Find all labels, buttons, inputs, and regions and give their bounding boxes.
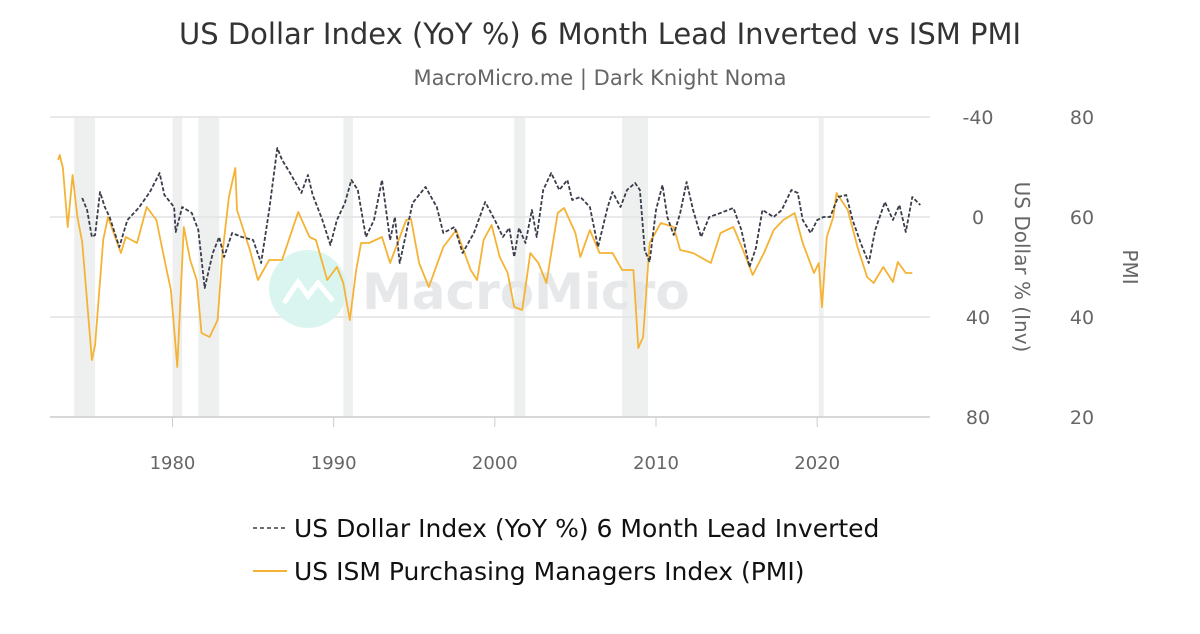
x-tick-label: 1980 bbox=[150, 453, 196, 474]
right-tick-label: 60 bbox=[1070, 207, 1094, 229]
right-tick-label: 80 bbox=[1070, 107, 1094, 129]
legend-label-pmi: US ISM Purchasing Managers Index (PMI) bbox=[294, 557, 804, 586]
legend-label-dollar: US Dollar Index (YoY %) 6 Month Lead Inv… bbox=[294, 514, 879, 543]
x-tick-label: 1990 bbox=[311, 453, 357, 474]
legend-item-dollar[interactable]: US Dollar Index (YoY %) 6 Month Lead Inv… bbox=[253, 514, 879, 543]
left-tick-label: -40 bbox=[962, 107, 993, 129]
recession-band bbox=[343, 117, 354, 417]
left-axis-label: US Dollar % (Inv) bbox=[1010, 182, 1034, 353]
x-axis: 1980 1990 2000 2010 2020 bbox=[150, 417, 840, 474]
watermark-logo-mark bbox=[281, 277, 335, 305]
right-axis: 80 60 40 20 bbox=[1070, 107, 1094, 429]
watermark-logo: MacroMicro bbox=[269, 250, 690, 328]
right-tick-label: 20 bbox=[1070, 407, 1094, 429]
right-axis-label: PMI bbox=[1118, 249, 1142, 284]
x-tick-label: 2000 bbox=[472, 453, 518, 474]
chart-title: US Dollar Index (YoY %) 6 Month Lead Inv… bbox=[179, 17, 1021, 51]
recession-band bbox=[172, 117, 183, 417]
watermark-text: MacroMicro bbox=[362, 263, 690, 321]
legend: US Dollar Index (YoY %) 6 Month Lead Inv… bbox=[253, 514, 879, 586]
left-axis: -40 0 40 80 bbox=[962, 107, 993, 429]
recession-band bbox=[818, 117, 824, 417]
legend-item-pmi[interactable]: US ISM Purchasing Managers Index (PMI) bbox=[253, 557, 804, 586]
x-tick-label: 2020 bbox=[794, 453, 840, 474]
watermark-logo-circle bbox=[269, 250, 347, 328]
x-tick-label: 2010 bbox=[633, 453, 679, 474]
series-line-pmi bbox=[57, 154, 913, 368]
recession-band bbox=[622, 117, 648, 417]
recession-band bbox=[514, 117, 526, 417]
chart-subtitle: MacroMicro.me | Dark Knight Noma bbox=[413, 66, 786, 91]
left-tick-label: 0 bbox=[972, 207, 984, 229]
series-layer bbox=[57, 147, 921, 368]
grid-lines bbox=[50, 116, 930, 418]
right-tick-label: 40 bbox=[1070, 307, 1094, 329]
left-tick-label: 40 bbox=[966, 307, 990, 329]
left-tick-label: 80 bbox=[966, 407, 990, 429]
